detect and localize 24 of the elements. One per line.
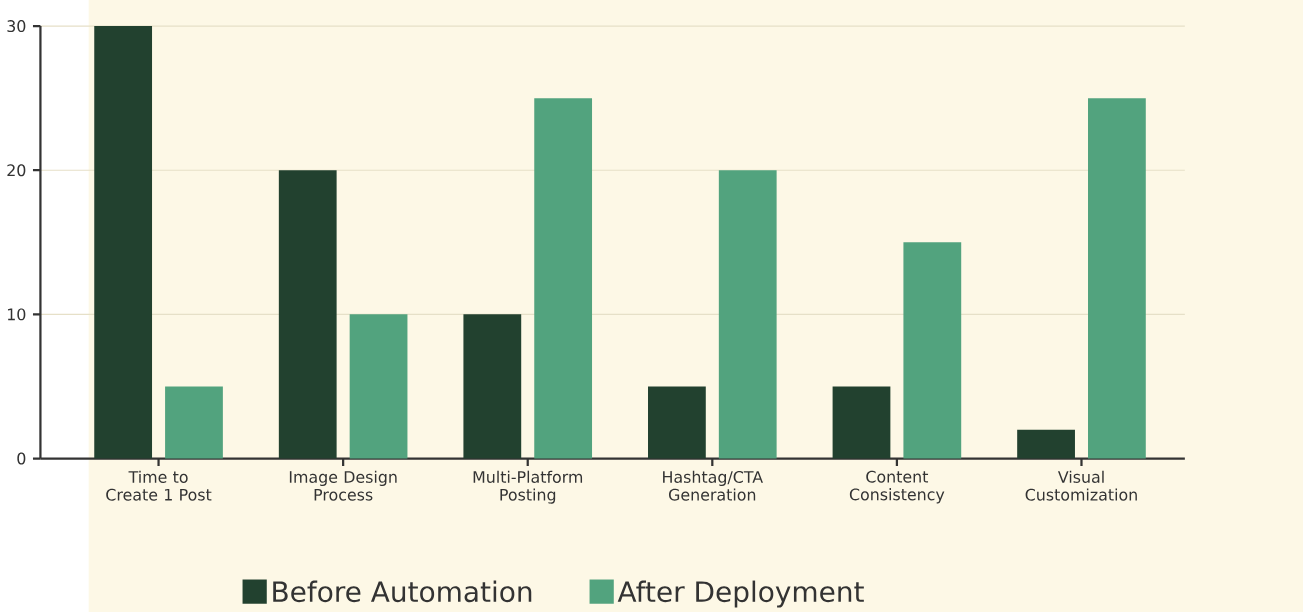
bar — [463, 314, 522, 459]
bar — [534, 98, 593, 459]
x-tick-label: Visual Customization — [1025, 470, 1137, 501]
y-tick-label: 10 — [7, 308, 26, 321]
bar — [278, 170, 337, 459]
y-tick-label: 0 — [17, 452, 26, 465]
bar — [903, 242, 962, 459]
bar — [1017, 429, 1075, 459]
y-tick-label: 20 — [7, 164, 26, 177]
y-tick-label: 30 — [7, 19, 26, 32]
bar — [349, 314, 408, 459]
bar — [832, 386, 891, 459]
x-tick-label: Image Design Process — [289, 470, 397, 501]
bar — [1088, 98, 1146, 459]
bar — [165, 386, 223, 459]
bar — [648, 386, 706, 459]
legend-label: After Deployment — [617, 580, 864, 608]
x-tick-label: Multi-Platform Posting — [473, 470, 583, 504]
x-tick-label: Hashtag/CTA Generation — [663, 470, 763, 501]
x-tick-label: Time to Create 1 Post — [106, 470, 212, 501]
bar — [94, 25, 153, 459]
bar — [718, 170, 777, 459]
legend-label: Before Automation — [273, 580, 532, 603]
x-tick-label: Content Consistency — [849, 470, 945, 504]
